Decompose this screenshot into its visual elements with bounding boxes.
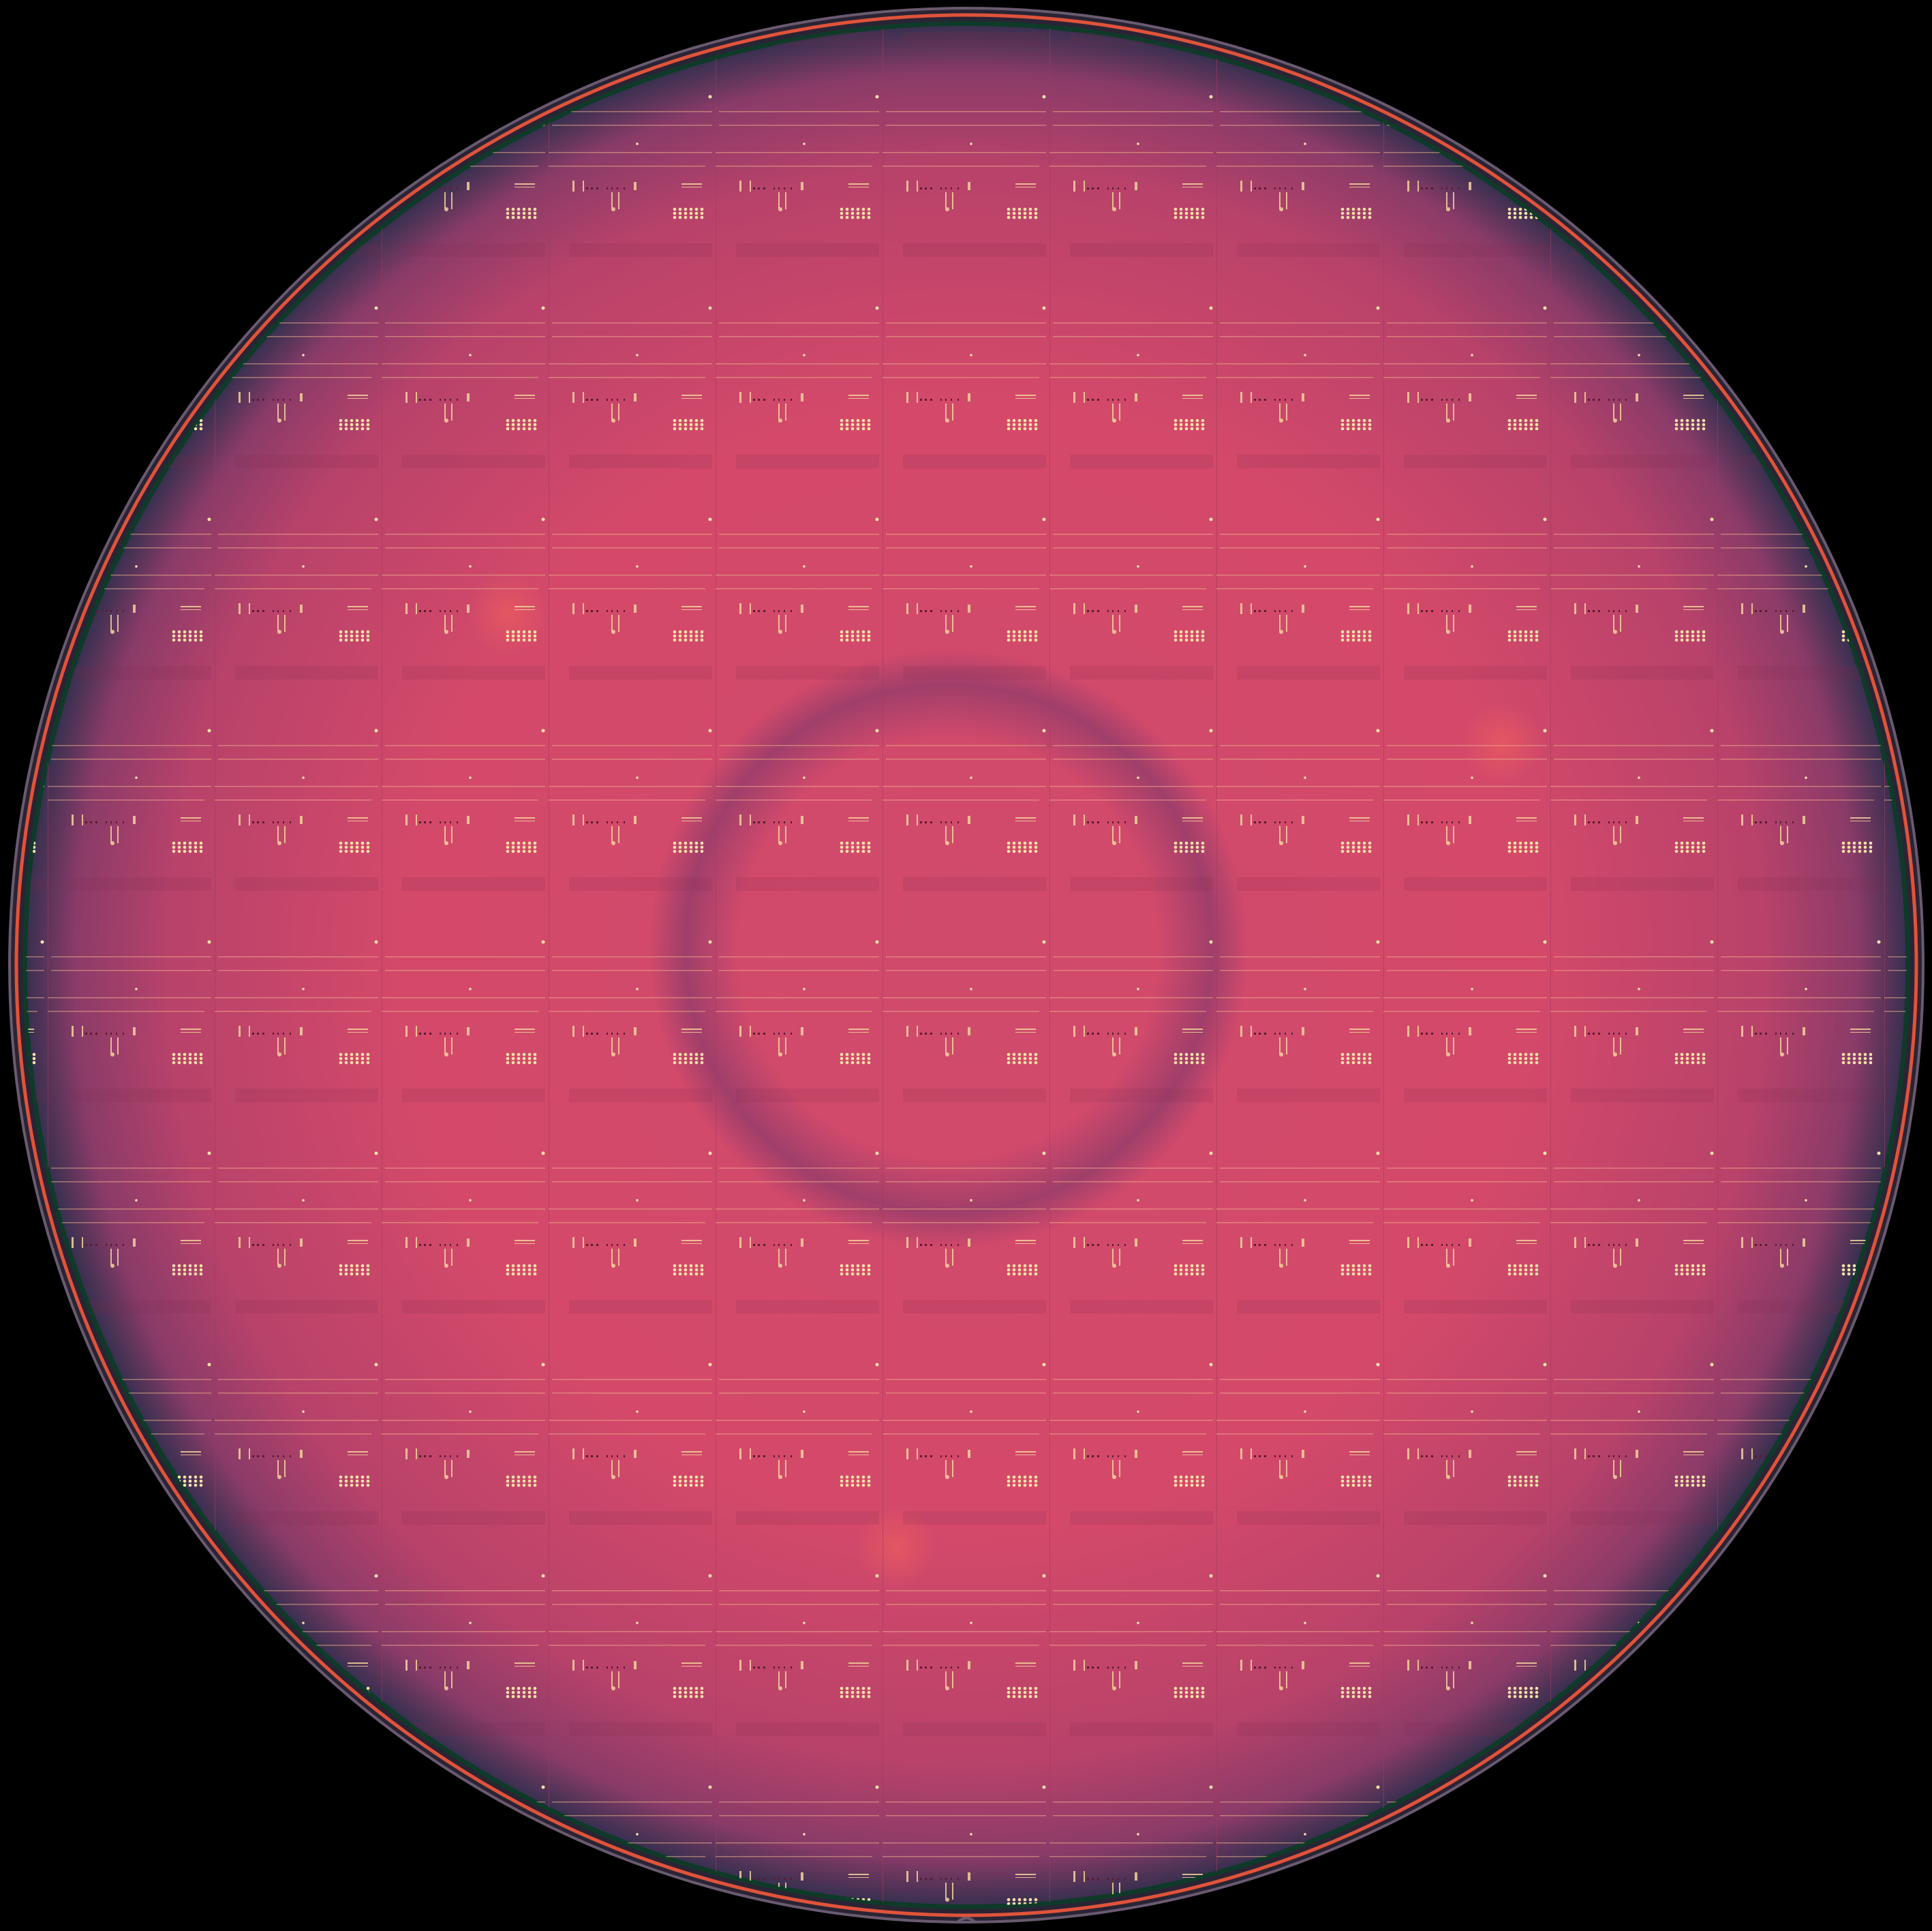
wafer-notch: [956, 1917, 977, 1924]
wafer-red-ring: [14, 13, 1918, 1917]
